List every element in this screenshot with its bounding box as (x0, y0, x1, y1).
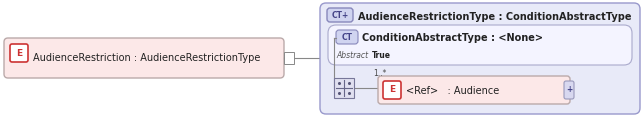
Text: Abstract: Abstract (336, 51, 368, 60)
FancyBboxPatch shape (564, 81, 574, 99)
FancyBboxPatch shape (327, 8, 353, 22)
Bar (284, 52, 294, 64)
Text: 1..*: 1..* (373, 69, 386, 79)
FancyBboxPatch shape (383, 81, 401, 99)
Text: AudienceRestrictionType : ConditionAbstractType: AudienceRestrictionType : ConditionAbstr… (358, 12, 632, 22)
Text: True: True (372, 51, 391, 60)
Text: E: E (389, 86, 395, 95)
Text: ConditionAbstractType : <None>: ConditionAbstractType : <None> (362, 33, 543, 43)
FancyBboxPatch shape (328, 25, 632, 65)
Text: CT+: CT+ (332, 11, 348, 20)
FancyBboxPatch shape (10, 44, 28, 62)
Text: +: + (566, 86, 572, 95)
Text: CT: CT (341, 33, 352, 42)
Text: AudienceRestriction : AudienceRestrictionType: AudienceRestriction : AudienceRestrictio… (33, 53, 260, 63)
Text: <Ref>   : Audience: <Ref> : Audience (406, 86, 499, 96)
FancyBboxPatch shape (4, 38, 284, 78)
Bar (334, 78, 354, 98)
FancyBboxPatch shape (378, 76, 570, 104)
FancyBboxPatch shape (320, 3, 640, 114)
FancyBboxPatch shape (336, 30, 358, 44)
Text: E: E (16, 49, 22, 57)
